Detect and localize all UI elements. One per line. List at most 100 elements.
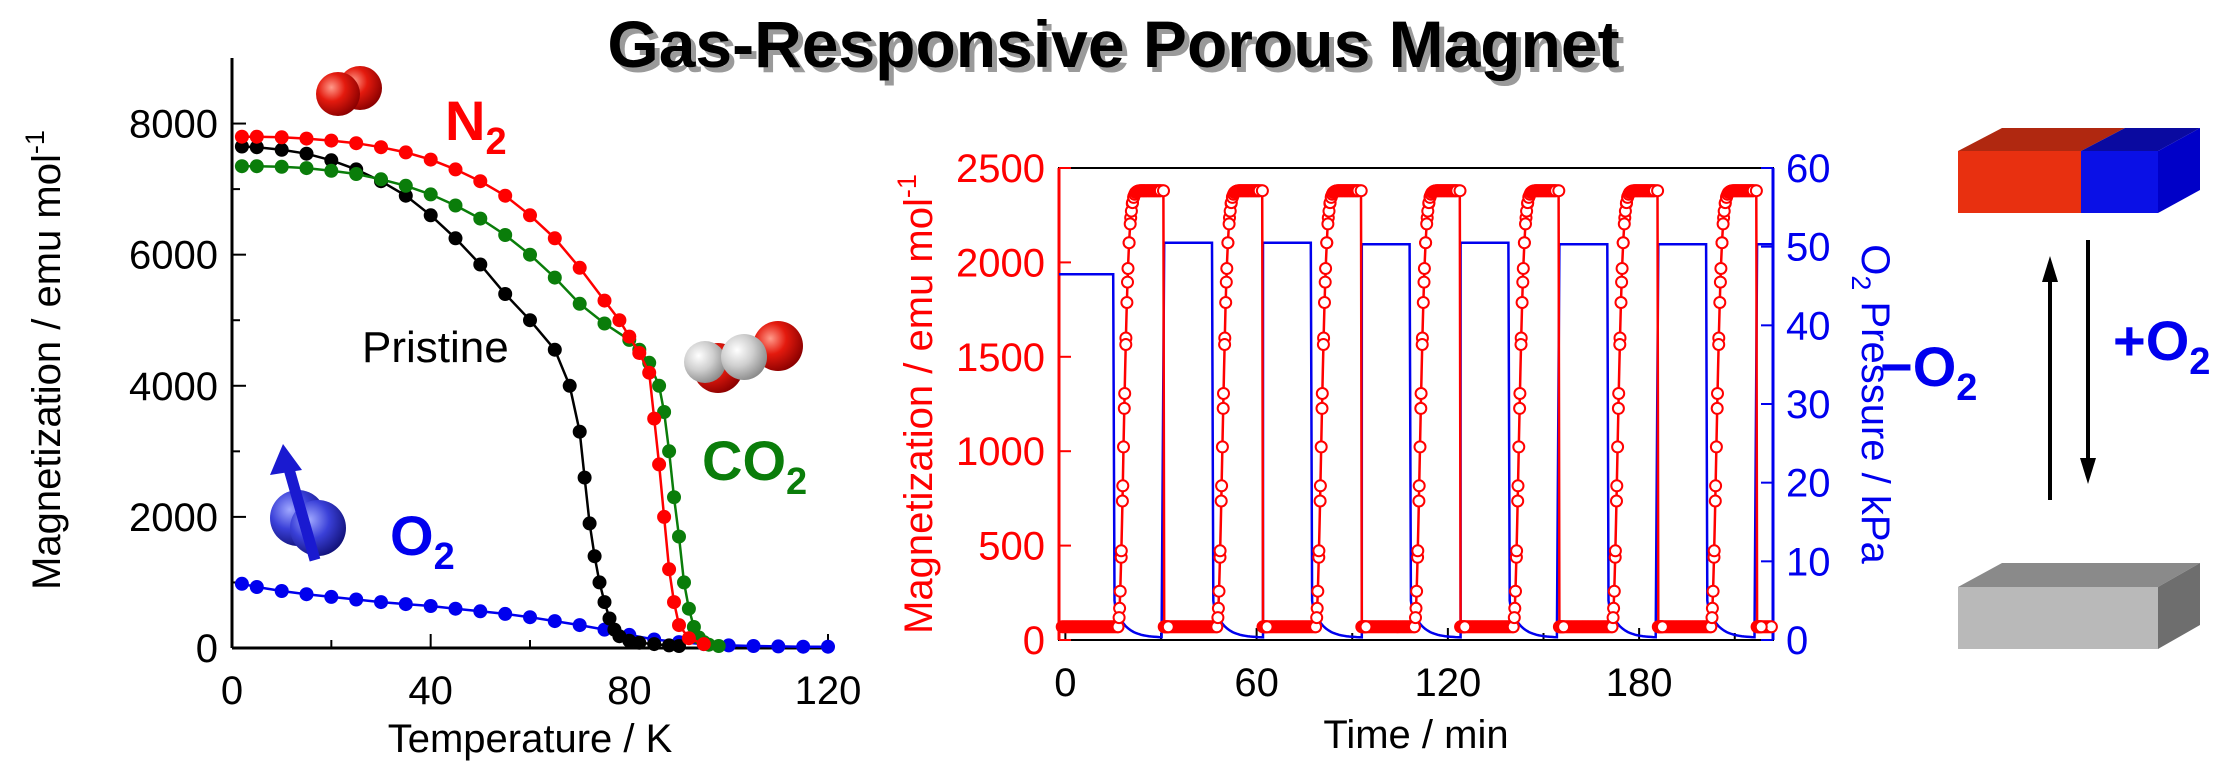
- data-point: [1215, 440, 1229, 454]
- right-right-y-tick-label: 10: [1786, 540, 1831, 584]
- right-tick-labels: 0 60 120 180 0 500 1000 1500 2000 2500 0 10 20 30 40 50…: [956, 147, 1830, 705]
- data-point: [1610, 494, 1623, 508]
- data-point: [582, 516, 597, 531]
- data-point: [572, 260, 587, 275]
- data-point: [1510, 544, 1524, 558]
- data-point: [1519, 217, 1532, 231]
- left-y-tick-label: 4000: [129, 365, 218, 409]
- data-point: [1709, 440, 1723, 454]
- data-point: [1161, 620, 1175, 634]
- chart-title-text: Gas-Responsive Porous Magnet: [607, 7, 1620, 81]
- data-point: [1310, 611, 1324, 625]
- left-tick-labels: 0 40 80 120 0 2000 4000 6000 8000: [129, 103, 861, 713]
- data-point: [1112, 611, 1126, 625]
- data-point: [602, 611, 617, 626]
- data-point: [448, 198, 463, 213]
- left-x-tick-label: 0: [221, 669, 243, 713]
- right-x-tick-label: 60: [1234, 661, 1279, 705]
- data-point: [1122, 236, 1136, 250]
- data-point: [1708, 494, 1722, 508]
- data-point: [349, 136, 364, 151]
- data-point: [711, 639, 726, 653]
- data-point: [746, 639, 761, 653]
- data-point: [423, 599, 438, 613]
- data-point: [1221, 236, 1235, 250]
- data-point: [681, 601, 696, 616]
- data-point: [1312, 544, 1326, 558]
- data-point: [523, 313, 537, 328]
- data-point: [1212, 584, 1226, 598]
- data-point: [1754, 620, 1768, 634]
- data-point: [1219, 275, 1233, 289]
- data-point: [398, 188, 413, 203]
- data-point: [1711, 387, 1724, 400]
- data-point: [1121, 262, 1135, 275]
- data-point: [1611, 401, 1625, 415]
- o2-series-label: O2: [390, 504, 455, 578]
- right-left-y-tick-label: 1000: [956, 430, 1045, 474]
- data-point: [1706, 584, 1720, 598]
- data-point: [1617, 217, 1631, 231]
- data-point: [1321, 217, 1335, 231]
- right-series: [1055, 184, 1778, 639]
- data-point: [1218, 338, 1232, 351]
- left-x-tick-label: 80: [607, 669, 652, 713]
- data-point: [324, 133, 339, 148]
- data-point: [821, 639, 835, 654]
- left-series: [234, 129, 835, 654]
- data-point: [1412, 479, 1426, 493]
- data-point: [1416, 296, 1430, 309]
- data-point: [473, 604, 488, 619]
- data-point: [1313, 479, 1327, 493]
- data-point: [1514, 338, 1528, 351]
- data-point: [662, 638, 677, 653]
- data-point: [1409, 611, 1422, 625]
- data-point: [686, 620, 701, 634]
- data-point: [249, 580, 264, 594]
- data-point: [1651, 184, 1665, 198]
- data-point: [1513, 401, 1527, 415]
- data-point: [672, 639, 686, 653]
- data-point: [721, 638, 736, 653]
- data-point: [1716, 217, 1730, 231]
- data-point: [1216, 401, 1230, 415]
- data-point: [1359, 620, 1373, 634]
- data-point: [652, 457, 667, 472]
- right-left-y-tick-label: 500: [978, 525, 1045, 569]
- data-point: [1413, 440, 1427, 454]
- right-x-tick-label: 180: [1606, 661, 1673, 705]
- left-ticks: [231, 122, 829, 649]
- data-point: [572, 424, 587, 439]
- data-point: [523, 247, 537, 262]
- data-point: [1314, 440, 1328, 454]
- data-point: [1116, 479, 1130, 493]
- data-point: [667, 490, 681, 505]
- data-point: [1610, 479, 1624, 493]
- data-point: [1707, 544, 1721, 558]
- data-point: [1115, 494, 1129, 508]
- right-plot: 0 60 120 180 0 500 1000 1500 2000 2500 0 10 20 30 40 50…: [892, 147, 1897, 757]
- data-point: [1709, 479, 1723, 493]
- non-magnetic-magnet-icon: [1958, 563, 2200, 649]
- data-point: [1749, 184, 1763, 198]
- data-point: [1614, 296, 1628, 309]
- data-point: [324, 589, 339, 604]
- data-point: [796, 639, 811, 654]
- data-point: [423, 152, 438, 167]
- data-point: [672, 618, 686, 633]
- data-point: [632, 346, 647, 360]
- data-point: [1612, 387, 1626, 400]
- data-point: [662, 444, 677, 459]
- data-point: [1415, 338, 1429, 351]
- data-point: [234, 139, 249, 154]
- data-point: [498, 606, 513, 621]
- data-point: [1509, 584, 1522, 598]
- data-point: [1118, 387, 1132, 400]
- data-point: [1516, 275, 1530, 289]
- pristine-series-label: Pristine: [362, 323, 509, 372]
- data-point: [1412, 494, 1426, 508]
- data-point: [1119, 338, 1133, 351]
- data-point: [274, 130, 289, 145]
- data-point: [647, 411, 662, 426]
- data-point: [299, 587, 314, 602]
